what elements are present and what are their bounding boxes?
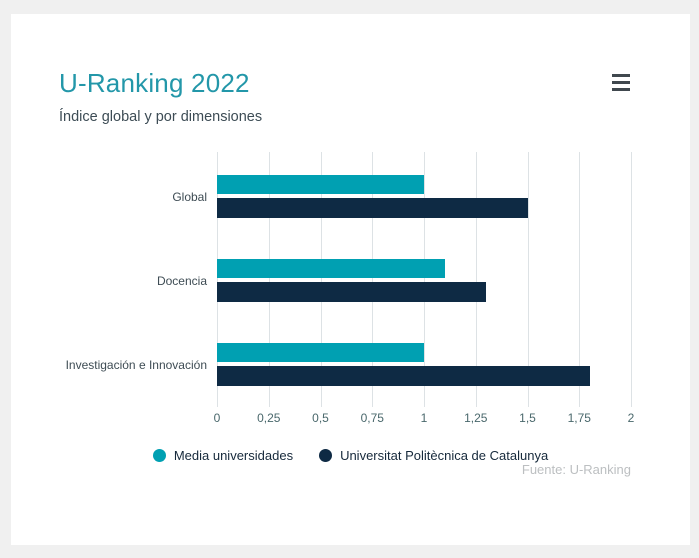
x-tick-label: 0,75 (360, 411, 384, 425)
gridline (579, 152, 581, 407)
chart-card: U-Ranking 2022 Índice global y por dimen… (11, 14, 690, 545)
hamburger-menu-icon (612, 74, 630, 91)
chart-subtitle: Índice global y por dimensiones (59, 109, 263, 125)
legend: Media universidades Universitat Politècni… (11, 448, 690, 463)
legend-item-media-universidades[interactable]: Media universidades (152, 448, 294, 463)
legend-marker-icon (152, 449, 166, 462)
gridline (527, 152, 529, 407)
context-menu-button[interactable] (609, 73, 633, 95)
gridline (268, 152, 270, 407)
gridline (631, 152, 632, 407)
chart-title: U-Ranking 2022 (59, 68, 250, 98)
x-tick-label: 1,25 (464, 411, 488, 425)
bar-universitat-polit-cnica-de-catalunya (217, 198, 528, 218)
legend-item-universitat-polit-cnica-de-catalunya[interactable]: Universitat Politècnica de Catalunya (319, 448, 548, 463)
bar-group: Global (172, 175, 631, 218)
x-tick-label: 0,5 (312, 411, 329, 425)
legend-label: Universitat Politècnica de Catalunya (340, 448, 549, 463)
x-tick-label: 1,75 (567, 411, 591, 425)
gridline (372, 152, 374, 407)
plot-area: Global Docencia Investigación e Innovación (66, 152, 631, 393)
x-tick-label: 1 (420, 411, 428, 425)
bar-universitat-polit-cnica-de-catalunya (217, 366, 590, 386)
x-tick-label: 1,5 (519, 411, 536, 425)
x-tick-label: 0,25 (257, 411, 281, 425)
source-note: Fuente: U-Ranking (521, 462, 631, 477)
gridline (475, 152, 477, 407)
category-label: Global (172, 189, 207, 204)
gridline (424, 152, 425, 407)
category-label: Docencia (156, 273, 207, 288)
bar-media-universidades (217, 343, 424, 362)
gridlines (217, 152, 632, 407)
category-label: Investigación e Innovación (65, 357, 207, 372)
legend-marker-icon (319, 449, 333, 462)
bar-universitat-polit-cnica-de-catalunya (217, 282, 487, 302)
bar-media-universidades (217, 259, 445, 278)
bar-group: Investigación e Innovación (66, 343, 631, 386)
x-tick-label: 0 (213, 411, 221, 425)
gridline (320, 152, 322, 407)
x-axis-labels: 0 0,25 0,5 0,75 1 1,25 1,5 1,75 2 (213, 411, 635, 427)
bar-media-universidades (217, 175, 424, 194)
legend-label: Media universidades (173, 448, 294, 463)
x-tick-label: 2 (627, 411, 635, 425)
gridline (217, 152, 218, 407)
bar-group: Docencia (157, 259, 631, 302)
